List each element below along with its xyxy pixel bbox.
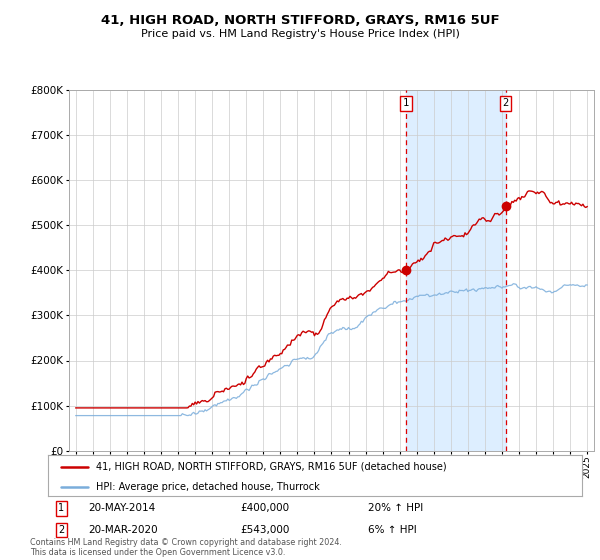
Text: 20% ↑ HPI: 20% ↑ HPI (368, 503, 424, 514)
Text: £543,000: £543,000 (240, 525, 290, 535)
Text: 20-MAY-2014: 20-MAY-2014 (88, 503, 155, 514)
Text: 41, HIGH ROAD, NORTH STIFFORD, GRAYS, RM16 5UF (detached house): 41, HIGH ROAD, NORTH STIFFORD, GRAYS, RM… (96, 461, 446, 472)
Text: Contains HM Land Registry data © Crown copyright and database right 2024.
This d: Contains HM Land Registry data © Crown c… (30, 538, 342, 557)
Text: 41, HIGH ROAD, NORTH STIFFORD, GRAYS, RM16 5UF: 41, HIGH ROAD, NORTH STIFFORD, GRAYS, RM… (101, 14, 499, 27)
Bar (406, 90, 506, 451)
Text: 2: 2 (58, 525, 64, 535)
Text: 2: 2 (502, 98, 509, 108)
Text: Price paid vs. HM Land Registry's House Price Index (HPI): Price paid vs. HM Land Registry's House … (140, 29, 460, 39)
Text: £400,000: £400,000 (240, 503, 289, 514)
Text: 6% ↑ HPI: 6% ↑ HPI (368, 525, 417, 535)
Text: HPI: Average price, detached house, Thurrock: HPI: Average price, detached house, Thur… (96, 482, 320, 492)
Text: 1: 1 (58, 503, 64, 514)
Text: 20-MAR-2020: 20-MAR-2020 (88, 525, 158, 535)
Text: 1: 1 (403, 98, 409, 108)
